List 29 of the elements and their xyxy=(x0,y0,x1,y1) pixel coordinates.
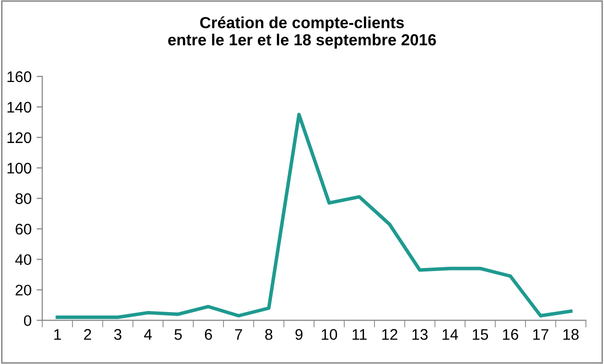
x-tick-label: 5 xyxy=(174,329,182,340)
x-tick-label: 7 xyxy=(235,329,242,340)
x-tick-label: 16 xyxy=(503,329,518,340)
x-tick-label: 2 xyxy=(84,329,92,340)
y-tick-label: 120 xyxy=(8,132,32,144)
x-tick-label: 18 xyxy=(563,329,579,340)
x-tick-label: 9 xyxy=(295,329,303,340)
x-tick-label: 1 xyxy=(54,329,61,340)
y-tick-label: 20 xyxy=(16,284,32,296)
x-tick-label: 6 xyxy=(204,329,212,340)
x-tick-label: 12 xyxy=(382,329,398,340)
line-series xyxy=(56,112,573,320)
y-tick-label: 100 xyxy=(8,162,32,174)
x-tick-label: 15 xyxy=(472,329,488,340)
chart-title: Création de compte-clients entre le 1er et le 18 septembre 2016 xyxy=(168,16,436,49)
y-tick-label: 0 xyxy=(24,315,32,326)
x-tick-label: 17 xyxy=(533,329,548,340)
x-tick-label: 3 xyxy=(114,329,122,340)
x-tick-label: 8 xyxy=(265,329,272,340)
y-tick-label: 80 xyxy=(16,193,32,204)
x-tick-label: 4 xyxy=(144,329,152,340)
y-tick-label: 160 xyxy=(8,71,32,82)
y-tick-label: 60 xyxy=(16,224,32,235)
y-tick-label: 140 xyxy=(8,102,32,113)
y-tick-label: 40 xyxy=(15,254,32,266)
x-tick-label: 10 xyxy=(322,329,338,340)
x-tick-label: 14 xyxy=(442,329,458,340)
x-tick-label: 11 xyxy=(352,329,367,340)
x-tick-label: 13 xyxy=(412,329,428,340)
